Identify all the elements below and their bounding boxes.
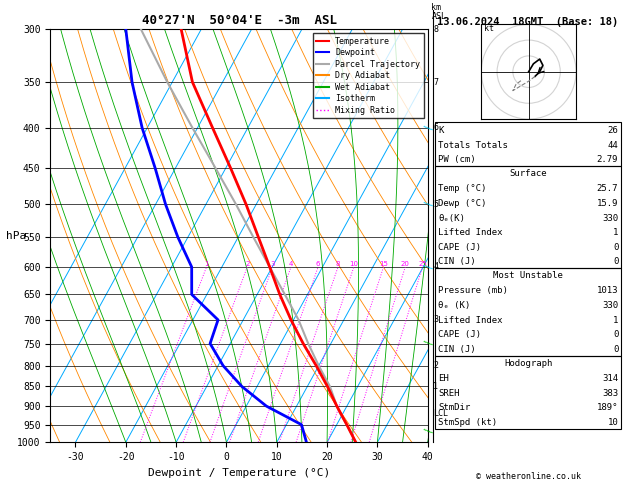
Text: K: K [438,126,444,135]
Text: 314: 314 [602,374,618,383]
Text: 3: 3 [270,261,275,267]
Text: 1: 1 [613,228,618,237]
Text: CAPE (J): CAPE (J) [438,243,481,252]
Text: 10: 10 [349,261,359,267]
Text: SREH: SREH [438,389,460,398]
X-axis label: Dewpoint / Temperature (°C): Dewpoint / Temperature (°C) [148,468,330,478]
Text: Most Unstable: Most Unstable [493,271,564,280]
Text: kt: kt [484,24,494,33]
Text: 5: 5 [433,200,438,209]
Text: Pressure (mb): Pressure (mb) [438,287,508,295]
Text: 1013: 1013 [597,287,618,295]
Text: θₑ (K): θₑ (K) [438,301,470,310]
Text: Lifted Index: Lifted Index [438,316,503,325]
Text: Hodograph: Hodograph [504,359,552,368]
Text: \: \ [423,261,435,273]
Text: 13.06.2024  18GMT  (Base: 18): 13.06.2024 18GMT (Base: 18) [437,17,618,27]
Text: 0: 0 [613,330,618,339]
Text: 2.79: 2.79 [597,156,618,164]
Text: 6: 6 [433,123,438,132]
Text: 189°: 189° [597,403,618,412]
Text: \: \ [423,425,435,436]
Text: LCL: LCL [433,409,448,418]
Text: StmDir: StmDir [438,403,470,412]
Text: 0: 0 [613,258,618,266]
Text: 4: 4 [433,262,438,272]
Text: 25.7: 25.7 [597,185,618,193]
Text: 2: 2 [433,361,438,370]
Text: 15.9: 15.9 [597,199,618,208]
Text: 44: 44 [608,141,618,150]
Text: 2: 2 [245,261,250,267]
Text: 1: 1 [204,261,209,267]
Text: 20: 20 [401,261,409,267]
Text: km
ASL: km ASL [431,3,447,21]
Text: 8: 8 [336,261,340,267]
Text: 7: 7 [433,78,438,87]
Text: 1: 1 [433,382,438,391]
Text: Lifted Index: Lifted Index [438,228,503,237]
Text: 15: 15 [379,261,388,267]
Text: Dewp (°C): Dewp (°C) [438,199,487,208]
Text: Surface: Surface [509,169,547,178]
Text: CIN (J): CIN (J) [438,258,476,266]
Text: 6: 6 [316,261,320,267]
Text: θₑ(K): θₑ(K) [438,214,465,223]
Text: CIN (J): CIN (J) [438,345,476,354]
Text: 8: 8 [433,25,438,34]
Text: 330: 330 [602,301,618,310]
Text: 383: 383 [602,389,618,398]
Text: 3: 3 [433,315,438,324]
Text: hPa: hPa [6,231,26,241]
Text: 25: 25 [418,261,427,267]
Text: 26: 26 [608,126,618,135]
Title: 40°27'N  50°04'E  -3m  ASL: 40°27'N 50°04'E -3m ASL [142,14,337,27]
Text: Temp (°C): Temp (°C) [438,185,487,193]
Text: 1: 1 [613,316,618,325]
Text: CAPE (J): CAPE (J) [438,330,481,339]
Text: \: \ [423,199,435,210]
Text: © weatheronline.co.uk: © weatheronline.co.uk [476,472,581,481]
Text: EH: EH [438,374,449,383]
Text: StmSpd (kt): StmSpd (kt) [438,418,498,427]
Text: 0: 0 [613,243,618,252]
Text: 10: 10 [608,418,618,427]
Text: \: \ [423,122,435,134]
Text: Totals Totals: Totals Totals [438,141,508,150]
Text: PW (cm): PW (cm) [438,156,476,164]
Text: \: \ [423,338,435,349]
Text: 4: 4 [289,261,293,267]
Legend: Temperature, Dewpoint, Parcel Trajectory, Dry Adiabat, Wet Adiabat, Isotherm, Mi: Temperature, Dewpoint, Parcel Trajectory… [313,34,423,118]
Text: 330: 330 [602,214,618,223]
Text: 0: 0 [613,345,618,354]
